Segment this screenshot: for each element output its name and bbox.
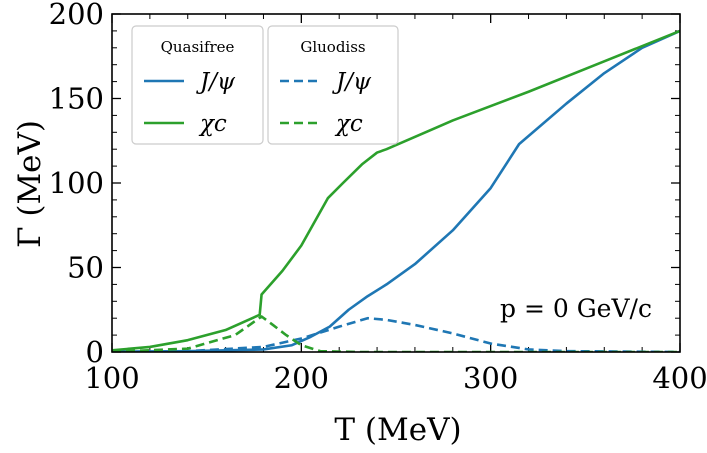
legend-label-gd_chic: χc — [334, 111, 363, 137]
legend-label-gd_jpsi: J/ψ — [332, 69, 372, 95]
legend-label-qf_jpsi: J/ψ — [196, 69, 236, 95]
series-line-qf_jpsi — [112, 29, 680, 352]
y-tick-label: 100 — [49, 166, 104, 200]
x-tick-label: 400 — [652, 361, 707, 395]
legend-box-quasifree — [131, 25, 264, 145]
x-tick-label: 300 — [463, 361, 518, 395]
annotation-momentum: p = 0 GeV/c — [500, 294, 652, 323]
y-tick-label: 50 — [67, 251, 104, 285]
legend-title: Gluodiss — [300, 38, 365, 56]
x-tick-label: 200 — [274, 361, 329, 395]
y-tick-label: 0 — [86, 335, 104, 369]
x-tick-label: 100 — [84, 361, 139, 395]
y-axis-label: Γ (MeV) — [12, 120, 48, 248]
plot-area-frame — [111, 13, 681, 353]
legend-title: Quasifree — [161, 38, 235, 56]
x-axis-label: T (MeV) — [334, 412, 461, 448]
legend-box-gluodiss — [267, 25, 399, 145]
series-line-qf_chic — [112, 29, 680, 352]
tick-labels: 100 200 300 400 0 50 100 150 200 — [49, 0, 707, 395]
legend-label-qf_chic: χc — [198, 111, 227, 137]
y-tick-label: 150 — [49, 82, 104, 116]
legend: Quasifree J/ψ χc Gluodiss J/ψ χc — [131, 25, 399, 145]
series-line-gd_jpsi — [112, 316, 680, 352]
y-tick-label: 200 — [49, 0, 104, 31]
